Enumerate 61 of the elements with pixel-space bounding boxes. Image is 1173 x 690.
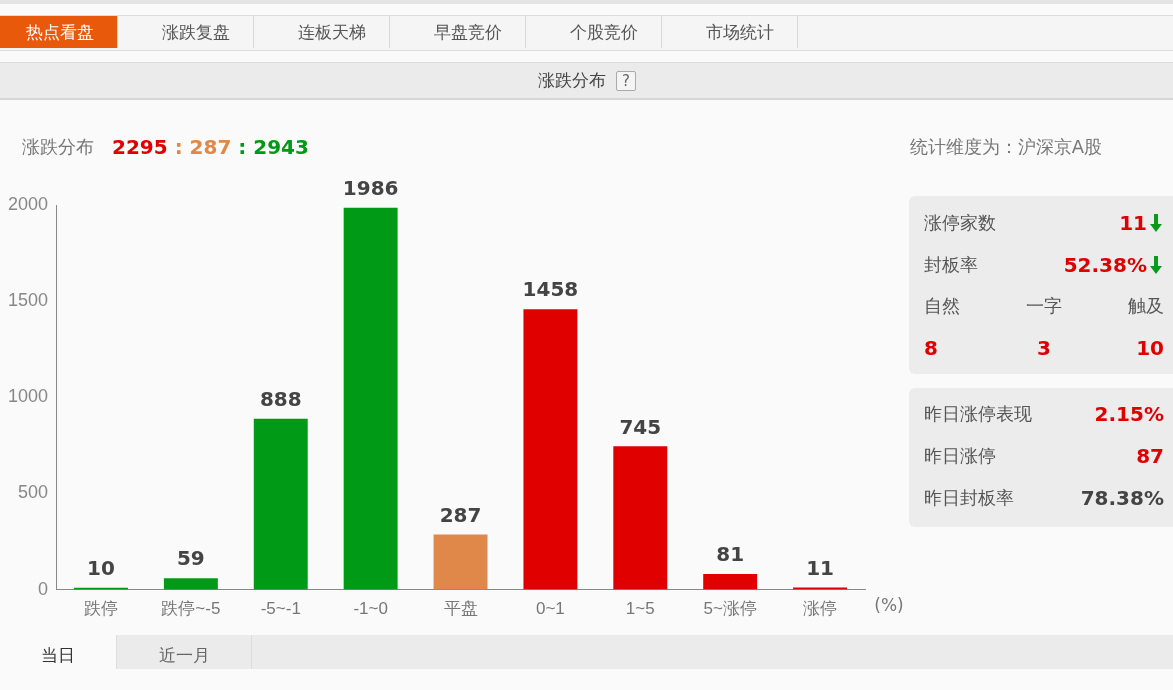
bar [433, 534, 488, 590]
x-axis-title: (%) [874, 594, 904, 615]
data-label: 745 [619, 414, 662, 439]
text: 触及 [1128, 294, 1164, 318]
bar [703, 574, 758, 590]
text: 涨停家数 [924, 211, 996, 235]
text: 自然 [924, 294, 960, 318]
x-tick-label: 0~1 [535, 599, 565, 619]
data-label: 1458 [522, 277, 579, 302]
text: 52.38% [1063, 253, 1147, 277]
bar [793, 587, 848, 590]
y-tick-label: 1500 [8, 290, 49, 311]
text: 11 [1119, 211, 1147, 235]
text: 昨日封板率 [924, 486, 1014, 510]
y-tick-label: 1000 [8, 386, 49, 407]
text: 连板天梯 [298, 20, 366, 44]
x-tick-label: 平盘 [443, 599, 478, 619]
text: 早盘竞价 [434, 20, 502, 44]
x-tick-label: 1~5 [625, 599, 655, 619]
data-label: 888 [259, 387, 302, 412]
text: 热点看盘 [26, 20, 94, 44]
text: 昨日涨停 [924, 444, 996, 468]
x-tick-label: 涨停 [803, 599, 838, 619]
bar [253, 418, 308, 590]
text: 3 [1037, 336, 1051, 360]
text: 昨日涨停表现 [924, 402, 1032, 426]
text: 近一月 [158, 643, 210, 667]
text: 8 [924, 336, 938, 360]
chart-subtitle: 2295 : 287 : 2943 [112, 135, 309, 159]
data-label: 10 [87, 555, 115, 580]
data-label: 287 [439, 502, 482, 527]
text: 涨跌复盘 [162, 20, 230, 44]
text: 涨跌分布 [22, 135, 94, 159]
text: 10 [1136, 336, 1164, 360]
x-tick-label: -5~-1 [260, 599, 301, 619]
y-tick-label: 500 [18, 482, 49, 503]
bar [613, 446, 668, 590]
text: 78.38% [1080, 486, 1164, 510]
text: 2.15% [1094, 402, 1164, 426]
data-label: 81 [716, 542, 745, 567]
text: 统计维度为：沪深京A股 [909, 135, 1102, 159]
chart-title: 涨跌分布 [538, 68, 606, 92]
text: 当日 [41, 643, 75, 667]
text: ? [616, 71, 636, 91]
y-tick-label: 0 [38, 578, 49, 599]
data-label: 59 [176, 546, 205, 571]
text: 一字 [1026, 294, 1062, 318]
bar [523, 309, 578, 590]
text: 市场统计 [706, 20, 774, 44]
x-tick-label: 5~涨停 [703, 599, 757, 619]
text: 87 [1136, 444, 1164, 468]
x-tick-label: -1~0 [353, 599, 388, 619]
text: 个股竞价 [570, 20, 638, 44]
y-tick-label: 2000 [8, 193, 49, 214]
bar [343, 207, 398, 590]
x-tick-label: 跌停 [83, 599, 118, 619]
text: 封板率 [924, 253, 978, 277]
bar [163, 578, 218, 590]
data-label: 1986 [342, 175, 399, 200]
x-tick-label: 跌停~-5 [161, 599, 221, 619]
data-label: 11 [806, 555, 834, 580]
